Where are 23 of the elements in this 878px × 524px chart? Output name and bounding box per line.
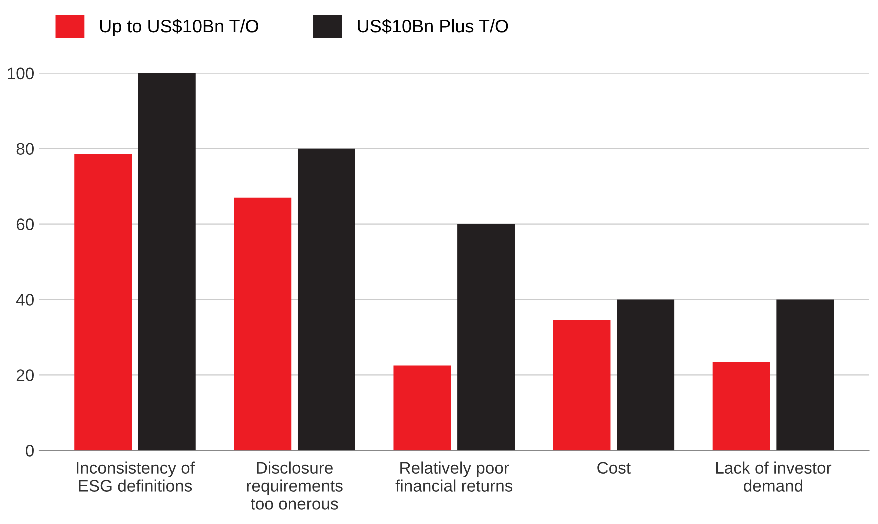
- y-tick-label: 40: [16, 294, 34, 306]
- bar: [394, 366, 452, 451]
- bar: [458, 224, 515, 451]
- x-tick-label: Inconsistency of ESG definitions: [77, 462, 196, 492]
- x-tick-label: Relatively poor financial returns: [396, 462, 513, 492]
- bar: [553, 320, 611, 451]
- bar: [138, 73, 196, 451]
- x-tick-label: Disclosure requirements too onerous: [247, 462, 343, 510]
- x-tick-label: Cost: [598, 462, 631, 474]
- x-tick-label: Lack of investor demand: [716, 462, 832, 492]
- legend-label: Up to US$10Bn T/O: [100, 19, 258, 36]
- y-tick-label: 60: [16, 218, 34, 230]
- y-tick-label: 20: [16, 370, 34, 382]
- bar: [298, 148, 356, 451]
- bar: [712, 362, 770, 451]
- y-tick-label: 100: [8, 68, 34, 80]
- legend-label: US$10Bn Plus T/O: [358, 19, 508, 34]
- bar: [617, 300, 675, 451]
- y-tick-label: 80: [16, 143, 34, 156]
- bar: [776, 300, 834, 451]
- y-tick-label: 0: [26, 445, 34, 457]
- bar: [74, 154, 132, 451]
- bar: [234, 198, 292, 451]
